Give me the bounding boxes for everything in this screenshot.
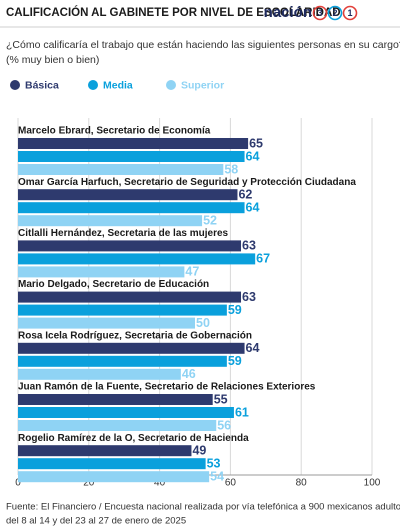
bar: [18, 368, 181, 380]
legend-swatch: [166, 80, 176, 90]
bar: [18, 304, 227, 316]
value-label: 64: [246, 149, 260, 163]
value-label: 64: [246, 341, 260, 355]
brand-digit: 3: [317, 8, 322, 18]
category-label: Rogelio Ramírez de la O, Secretario de H…: [18, 433, 249, 444]
bar: [18, 407, 234, 418]
bar: [18, 420, 217, 431]
x-tick-label: 100: [364, 478, 381, 489]
category-label: Rosa Icela Rodríguez, Secretaria de Gobe…: [18, 330, 252, 341]
x-tick-label: 80: [296, 478, 308, 489]
legend-swatch: [10, 80, 20, 90]
value-label: 64: [246, 200, 260, 214]
bar: [18, 458, 206, 470]
bar: [18, 138, 249, 149]
x-tick-label: 0: [15, 478, 21, 489]
brand-digit: 2: [332, 8, 337, 18]
value-label: 61: [235, 405, 249, 419]
value-label: 49: [192, 443, 206, 457]
category-label: Juan Ramón de la Fuente, Secretario de R…: [18, 382, 316, 393]
value-label: 52: [203, 213, 217, 227]
value-label: 47: [185, 265, 199, 279]
subtitle: ¿Cómo calificaría el trabajo que están h…: [6, 39, 400, 51]
legend-label: Superior: [181, 79, 224, 91]
value-label: 50: [196, 316, 210, 330]
x-tick-label: 60: [225, 478, 237, 489]
bar: [18, 266, 185, 278]
bar: [18, 445, 192, 457]
bar: [18, 215, 203, 227]
value-label: 63: [242, 290, 256, 304]
legend-label: Media: [103, 79, 133, 91]
value-label: 54: [210, 469, 224, 483]
legend-label: Básica: [25, 79, 59, 91]
value-label: 55: [214, 392, 228, 406]
brand-circle: [342, 5, 358, 21]
value-label: 58: [224, 162, 238, 176]
bar: [18, 189, 238, 201]
legend-swatch: [88, 80, 98, 90]
value-label: 59: [228, 354, 242, 368]
subtitle: (% muy bien o bien): [6, 54, 99, 66]
chart-title: CALIFICACIÓN AL GABINETE POR NIVEL DE ES…: [6, 6, 341, 19]
bar: [18, 471, 210, 483]
source: del 8 al 14 y del 23 al 27 de enero de 2…: [6, 516, 186, 527]
category-label: Citlalli Hernández, Secretaria de las mu…: [18, 228, 229, 239]
brand-digit: 1: [347, 8, 352, 18]
brand-circle: [327, 5, 343, 21]
bar: [18, 151, 245, 162]
bar: [18, 240, 242, 252]
value-label: 56: [217, 418, 231, 432]
bar: [18, 355, 227, 367]
bar: [18, 394, 213, 405]
value-label: 62: [238, 187, 252, 201]
source: Fuente: El Financiero / Encuesta naciona…: [6, 502, 400, 513]
category-label: Mario Delgado, Secretario de Educación: [18, 279, 209, 290]
value-label: 65: [249, 136, 263, 150]
bar: [18, 291, 242, 303]
bar: [18, 253, 256, 265]
category-label: Omar García Harfuch, Secretario de Segur…: [18, 177, 356, 188]
bar: [18, 202, 245, 214]
category-label: Marcelo Ebrard, Secretario de Economía: [18, 126, 211, 137]
x-tick-label: 20: [83, 478, 95, 489]
bar: [18, 342, 245, 354]
bar: [18, 317, 195, 329]
bar: [18, 164, 224, 175]
value-label: 63: [242, 239, 256, 253]
value-label: 53: [207, 456, 221, 470]
value-label: 59: [228, 303, 242, 317]
value-label: 67: [256, 252, 270, 266]
brand: nación: [264, 4, 312, 21]
x-tick-label: 40: [154, 478, 166, 489]
brand-circle: [312, 5, 328, 21]
value-label: 46: [182, 367, 196, 381]
